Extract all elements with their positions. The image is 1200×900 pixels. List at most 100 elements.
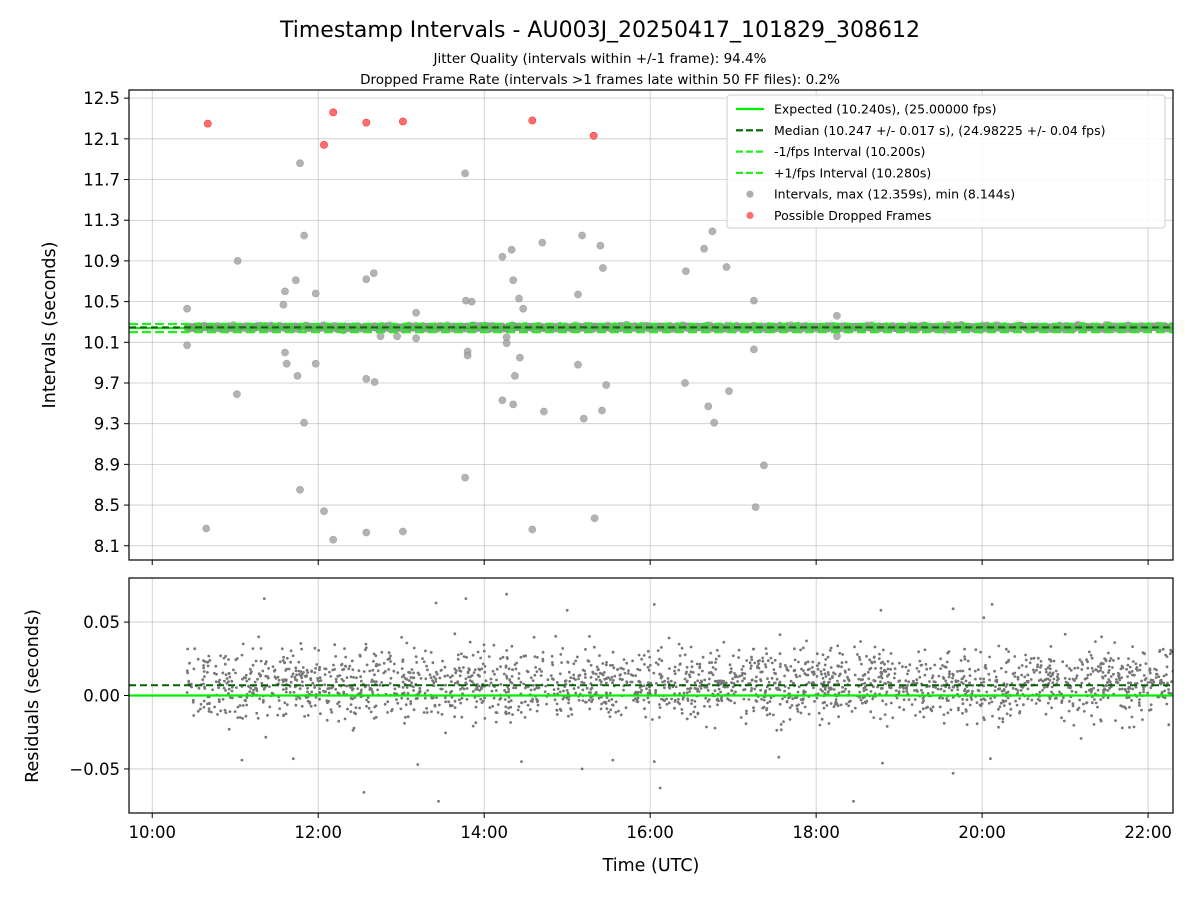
residual-point xyxy=(827,690,830,694)
residual-point xyxy=(918,675,922,679)
residual-point xyxy=(306,690,309,694)
residual-point xyxy=(737,656,740,659)
residual-point xyxy=(300,647,303,651)
residual-point xyxy=(859,698,863,702)
residual-point xyxy=(566,661,570,664)
residual-point xyxy=(945,697,948,700)
residual-point xyxy=(829,702,833,705)
residual-point xyxy=(273,669,276,673)
residual-point xyxy=(696,687,700,691)
residual-point xyxy=(404,703,408,707)
residual-point xyxy=(1067,686,1070,689)
residual-point xyxy=(1063,676,1067,680)
residual-point xyxy=(612,666,616,670)
residual-point xyxy=(375,662,378,666)
residual-point xyxy=(224,654,228,658)
residual-point xyxy=(951,672,954,676)
residual-point xyxy=(227,672,231,675)
interval-outlier-point xyxy=(463,351,472,360)
residual-point xyxy=(236,716,240,719)
residual-point xyxy=(513,663,517,666)
residual-point xyxy=(285,703,289,707)
residual-point xyxy=(584,648,587,651)
residual-point xyxy=(460,715,464,719)
residual-point xyxy=(950,680,954,684)
interval-outlier-point xyxy=(515,294,523,303)
residual-point xyxy=(731,677,734,681)
residual-point xyxy=(1106,681,1110,684)
residual-point xyxy=(582,681,586,685)
residual-point xyxy=(960,677,964,681)
residual-point xyxy=(581,688,585,692)
residual-point xyxy=(617,709,620,713)
residual-point xyxy=(430,710,433,713)
residual-point xyxy=(583,672,587,676)
residual-point xyxy=(233,710,237,713)
residual-point xyxy=(1049,659,1053,663)
residual-point xyxy=(886,667,890,671)
residual-point xyxy=(1141,718,1144,721)
residual-point xyxy=(630,673,633,677)
residual-point xyxy=(755,675,758,679)
residual-point xyxy=(936,687,940,691)
residual-outlier-point xyxy=(652,760,656,763)
residual-point xyxy=(974,648,978,652)
residual-point xyxy=(1089,653,1093,657)
residual-point xyxy=(812,686,815,690)
interval-outlier-point xyxy=(412,334,420,343)
residual-point xyxy=(1085,658,1088,662)
residual-point xyxy=(264,662,267,666)
residual-point xyxy=(1044,670,1048,674)
residual-point xyxy=(214,664,218,668)
residual-point xyxy=(1049,667,1052,671)
residual-point xyxy=(1112,659,1115,662)
residual-point xyxy=(823,692,827,695)
residual-point xyxy=(1001,717,1005,721)
residual-point xyxy=(281,680,285,683)
residual-point xyxy=(574,691,578,695)
residual-point xyxy=(761,659,765,663)
residual-point xyxy=(357,669,361,673)
residual-point xyxy=(611,663,614,667)
residual-point xyxy=(219,654,223,658)
residual-point xyxy=(1138,691,1142,695)
residual-point xyxy=(893,667,897,670)
xtick-label-12:00: 12:00 xyxy=(294,823,342,842)
residual-point xyxy=(403,721,406,725)
residual-point xyxy=(1007,650,1010,653)
residual-point xyxy=(797,660,800,664)
residual-point xyxy=(654,691,657,695)
residual-point xyxy=(821,653,825,657)
residual-point xyxy=(1129,681,1133,685)
xtick-label-14:00: 14:00 xyxy=(460,823,508,842)
residual-point xyxy=(719,690,722,694)
residual-point xyxy=(968,703,972,707)
residual-point xyxy=(734,690,737,694)
residual-point xyxy=(550,654,554,658)
residual-point xyxy=(656,649,660,652)
residual-point xyxy=(759,679,763,683)
residual-point xyxy=(590,686,594,690)
top-ytick-label-11.3: 11.3 xyxy=(83,211,120,230)
residual-point xyxy=(211,688,215,692)
residual-point xyxy=(1101,676,1105,680)
interval-outlier-point xyxy=(599,264,607,272)
residual-point xyxy=(907,669,910,673)
top-ytick-label-10.1: 10.1 xyxy=(83,333,120,352)
residual-point xyxy=(685,691,689,695)
residual-point xyxy=(779,728,783,732)
residual-point xyxy=(982,677,986,681)
residual-point xyxy=(667,685,671,689)
residual-point xyxy=(1046,701,1050,705)
residual-point xyxy=(423,691,427,695)
residual-point xyxy=(234,671,237,675)
chart-subtitle-dropped: Dropped Frame Rate (intervals >1 frames … xyxy=(360,72,840,88)
residual-point xyxy=(912,679,915,683)
residual-point xyxy=(769,656,773,660)
residual-point xyxy=(889,667,892,671)
residual-point xyxy=(494,711,498,714)
dropped-frame-point xyxy=(362,118,371,127)
residual-point xyxy=(803,705,807,709)
residual-point xyxy=(689,687,693,690)
residual-point xyxy=(289,649,293,653)
